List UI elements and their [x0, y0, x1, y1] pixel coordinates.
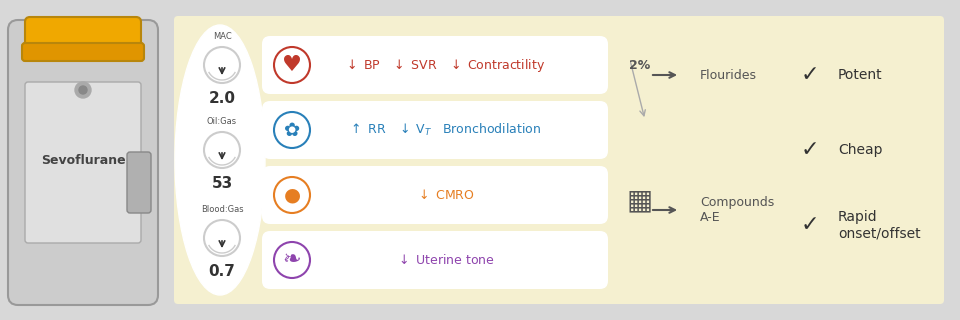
- Text: Rapid
onset/offset: Rapid onset/offset: [838, 210, 921, 240]
- FancyBboxPatch shape: [262, 231, 608, 289]
- Text: 53: 53: [211, 176, 232, 191]
- FancyBboxPatch shape: [8, 20, 158, 305]
- Text: Sevoflurane: Sevoflurane: [40, 154, 126, 166]
- FancyBboxPatch shape: [25, 17, 141, 57]
- Circle shape: [274, 242, 310, 278]
- Text: Cheap: Cheap: [838, 143, 882, 157]
- Text: $\downarrow$ Uterine tone: $\downarrow$ Uterine tone: [396, 253, 494, 267]
- Text: 2.0: 2.0: [208, 91, 235, 106]
- FancyBboxPatch shape: [25, 82, 141, 243]
- Text: Blood:Gas: Blood:Gas: [201, 205, 243, 214]
- Text: $\downarrow$ BP   $\downarrow$ SVR   $\downarrow$ Contractility: $\downarrow$ BP $\downarrow$ SVR $\downa…: [345, 57, 545, 74]
- Ellipse shape: [175, 25, 265, 295]
- Text: ✓: ✓: [801, 215, 819, 235]
- Text: Oil:Gas: Oil:Gas: [207, 117, 237, 126]
- Text: ✓: ✓: [801, 65, 819, 85]
- Text: ♥: ♥: [282, 55, 302, 75]
- Text: 0.7: 0.7: [208, 264, 235, 279]
- Text: ✓: ✓: [801, 140, 819, 160]
- Text: $\uparrow$ RR   $\downarrow$ V$_T$   Bronchodilation: $\uparrow$ RR $\downarrow$ V$_T$ Broncho…: [348, 122, 541, 138]
- FancyBboxPatch shape: [262, 36, 608, 94]
- Circle shape: [204, 220, 240, 256]
- Text: ❧: ❧: [282, 250, 301, 270]
- FancyBboxPatch shape: [262, 101, 608, 159]
- Text: ▦: ▦: [627, 186, 653, 214]
- Circle shape: [204, 47, 240, 83]
- Text: ●: ●: [283, 186, 300, 204]
- Circle shape: [79, 86, 87, 94]
- FancyBboxPatch shape: [262, 166, 608, 224]
- Text: $\downarrow$ CMRO: $\downarrow$ CMRO: [416, 188, 474, 202]
- FancyBboxPatch shape: [22, 43, 144, 61]
- Circle shape: [274, 177, 310, 213]
- Text: Flourides: Flourides: [700, 68, 757, 82]
- Circle shape: [274, 47, 310, 83]
- FancyBboxPatch shape: [174, 16, 944, 304]
- Text: ✿: ✿: [284, 121, 300, 140]
- FancyBboxPatch shape: [127, 152, 151, 213]
- Circle shape: [75, 82, 91, 98]
- Circle shape: [204, 132, 240, 168]
- Text: Potent: Potent: [838, 68, 882, 82]
- Text: 2%: 2%: [630, 59, 651, 71]
- Text: MAC: MAC: [212, 32, 231, 41]
- Text: Compounds
A-E: Compounds A-E: [700, 196, 775, 224]
- Circle shape: [274, 112, 310, 148]
